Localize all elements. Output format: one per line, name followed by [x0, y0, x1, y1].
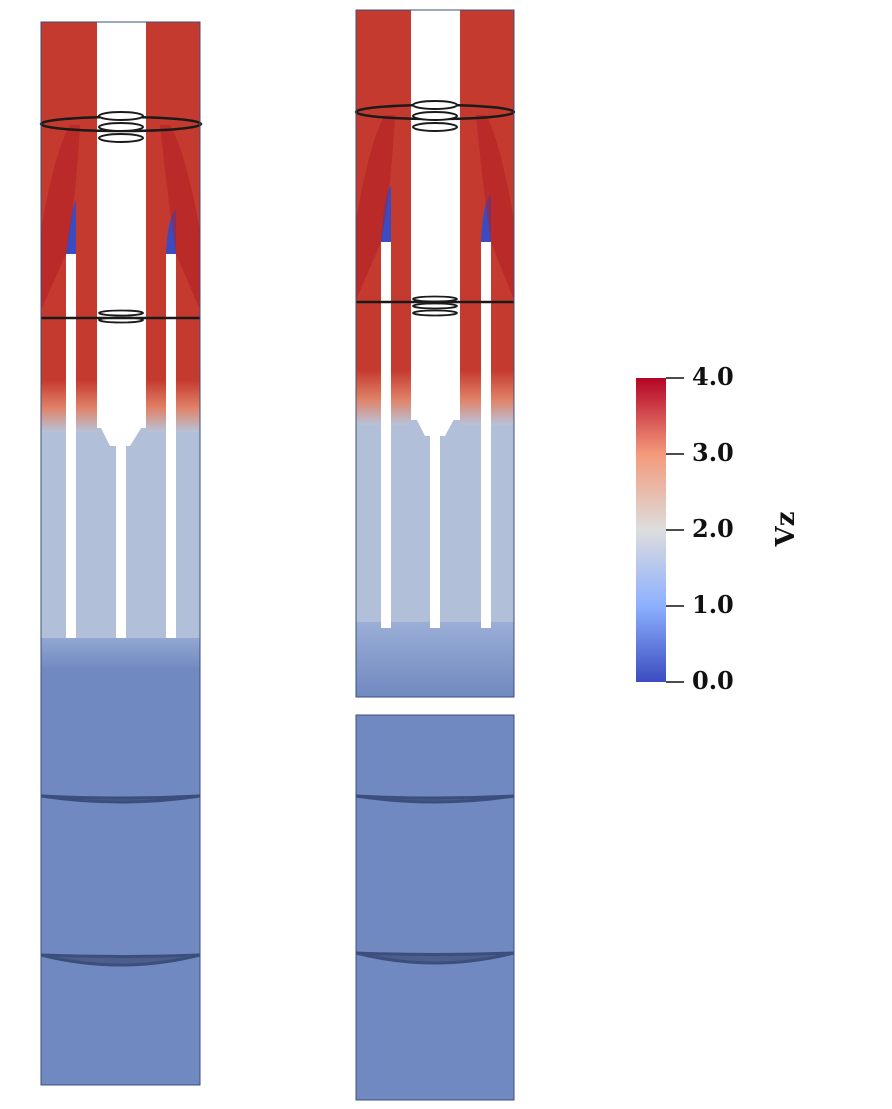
right-outlet-domain — [356, 622, 514, 697]
right-ring-lower-inner-1 — [412, 295, 458, 303]
left-model — [39, 21, 203, 1086]
right-ring-upper-inner-2 — [412, 111, 458, 121]
left-ring-lower-inner-1 — [98, 309, 144, 317]
left-slot-2 — [116, 446, 126, 638]
colorbar-ticks — [666, 377, 684, 683]
left-central-core — [97, 22, 146, 446]
left-slot-1 — [66, 440, 76, 638]
left-rib-1 — [66, 254, 76, 440]
left-ring-upper-inner-2 — [98, 122, 144, 132]
right-lower-block — [355, 714, 515, 1101]
left-ring-lower-inner-2 — [98, 316, 144, 324]
right-upper-outline — [355, 9, 515, 698]
right-ring-upper-inner-3 — [412, 122, 458, 132]
right-model — [354, 9, 516, 1101]
left-jet-2 — [160, 125, 200, 310]
right-ring-upper-inner-1 — [412, 100, 458, 110]
right-central-core — [411, 10, 460, 436]
colorbar — [636, 377, 684, 683]
right-lens-1 — [355, 794, 515, 804]
left-rib-2 — [166, 254, 176, 440]
left-slot-3 — [166, 440, 176, 638]
colorbar-gradient — [636, 378, 666, 682]
right-jet-2 — [476, 115, 514, 300]
left-lower-domain — [41, 638, 200, 1085]
left-outline — [40, 21, 201, 1086]
colorbar-title: Vz — [771, 511, 801, 547]
right-ring-lower-inner-2 — [412, 302, 458, 310]
colorbar-tick-label: 3.0 — [692, 438, 734, 467]
right-slot-1 — [381, 428, 391, 628]
right-jet-1 — [356, 115, 395, 300]
right-lens-2 — [355, 951, 515, 965]
colorbar-tick-label: 0.0 — [692, 666, 734, 695]
right-slot-2 — [430, 436, 440, 628]
left-stagnant-zone-1 — [66, 200, 76, 254]
left-jet-1 — [41, 125, 80, 310]
right-slot-3 — [481, 428, 491, 628]
colorbar-tick-label: 4.0 — [692, 362, 734, 391]
left-ring-upper-inner-1 — [98, 111, 144, 121]
left-ring-upper-inner-3 — [98, 133, 144, 143]
colorbar-tick-label: 1.0 — [692, 590, 734, 619]
right-rib-2 — [481, 242, 491, 428]
colorbar-tick-label: 2.0 — [692, 514, 734, 543]
right-rib-1 — [381, 242, 391, 428]
right-ring-lower-inner-3 — [412, 309, 458, 317]
